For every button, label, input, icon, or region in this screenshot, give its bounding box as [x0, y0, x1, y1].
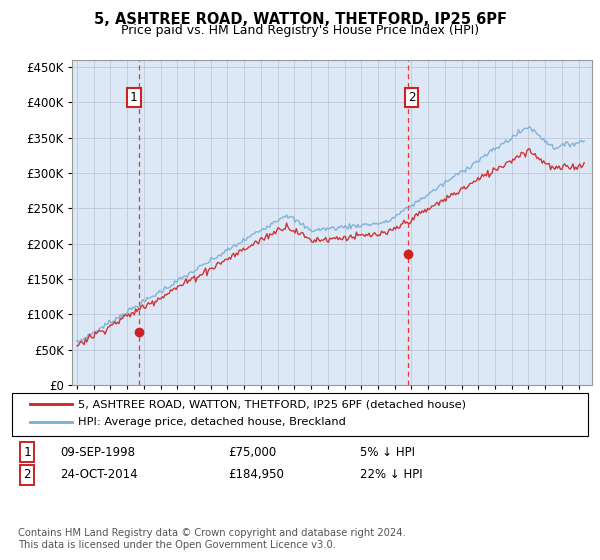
Text: 5% ↓ HPI: 5% ↓ HPI — [360, 446, 415, 459]
Text: Price paid vs. HM Land Registry's House Price Index (HPI): Price paid vs. HM Land Registry's House … — [121, 24, 479, 36]
Text: 22% ↓ HPI: 22% ↓ HPI — [360, 468, 422, 482]
Text: Contains HM Land Registry data © Crown copyright and database right 2024.
This d: Contains HM Land Registry data © Crown c… — [18, 528, 406, 550]
Text: 2: 2 — [408, 91, 415, 104]
Text: 24-OCT-2014: 24-OCT-2014 — [60, 468, 137, 482]
Text: 1: 1 — [23, 446, 31, 459]
Text: 5, ASHTREE ROAD, WATTON, THETFORD, IP25 6PF (detached house): 5, ASHTREE ROAD, WATTON, THETFORD, IP25 … — [78, 399, 466, 409]
Text: 1: 1 — [130, 91, 137, 104]
Text: HPI: Average price, detached house, Breckland: HPI: Average price, detached house, Brec… — [78, 417, 346, 427]
Text: £75,000: £75,000 — [228, 446, 276, 459]
Text: 2: 2 — [23, 468, 31, 482]
Text: 5, ASHTREE ROAD, WATTON, THETFORD, IP25 6PF: 5, ASHTREE ROAD, WATTON, THETFORD, IP25 … — [94, 12, 506, 27]
Text: 09-SEP-1998: 09-SEP-1998 — [60, 446, 135, 459]
Text: £184,950: £184,950 — [228, 468, 284, 482]
